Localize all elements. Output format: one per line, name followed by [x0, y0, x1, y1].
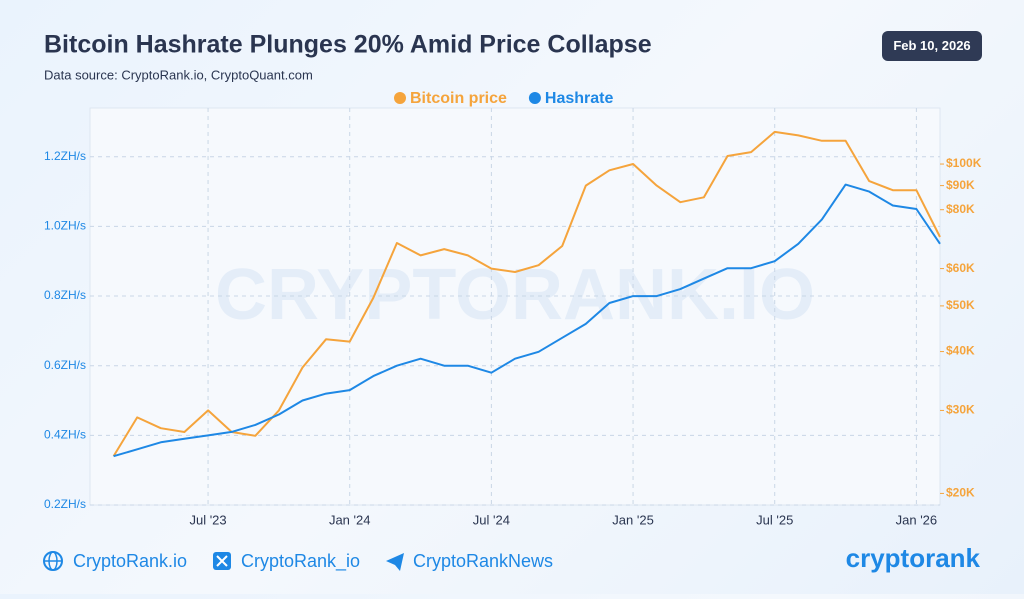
chart-subtitle: Data source: CryptoRank.io, CryptoQuant.… [44, 67, 313, 82]
y2-tick-label: $90K [946, 178, 975, 192]
y-tick-label: 0.6ZH/s [44, 358, 86, 372]
y2-tick-label: $20K [946, 486, 975, 500]
legend-label: Bitcoin price [410, 90, 507, 107]
series-line [113, 183, 941, 458]
y2-tick-label: $100K [946, 156, 982, 170]
footer-website: CryptoRank.io [73, 551, 187, 571]
y2-tick-label: $80K [946, 202, 975, 216]
legend-marker [528, 92, 541, 104]
x-tick-label: Jan '26 [896, 512, 938, 527]
y2-tick-label: $40K [946, 344, 975, 358]
telegram-icon [386, 553, 404, 571]
x-tick-label: Jul '24 [473, 512, 510, 527]
y-tick-label: 1.2ZH/s [44, 149, 86, 163]
y2-tick-label: $30K [946, 403, 975, 417]
y-tick-label: 0.2ZH/s [44, 497, 86, 511]
y-tick-label: 0.8ZH/s [44, 288, 86, 302]
footer-telegram: CryptoRankNews [413, 551, 553, 571]
chart-title: Bitcoin Hashrate Plunges 20% Amid Price … [44, 31, 652, 59]
x-icon [216, 555, 228, 567]
legend-marker [394, 92, 406, 104]
y2-tick-label: $50K [946, 298, 975, 312]
date-badge-bg [882, 31, 982, 61]
x-tick-label: Jul '25 [756, 512, 793, 527]
series-line [112, 130, 941, 457]
plot-area [89, 107, 941, 506]
x-tick-label: Jan '24 [329, 512, 371, 527]
date-badge: Feb 10, 2026 [893, 38, 970, 53]
footer-twitter: CryptoRank_io [241, 551, 360, 572]
y-tick-label: 0.4ZH/s [44, 428, 86, 442]
x-tick-label: Jul '23 [189, 512, 226, 527]
x-tick-label: Jan '25 [612, 512, 654, 527]
legend-label: Hashrate [545, 90, 614, 107]
y2-tick-label: $60K [946, 261, 975, 275]
footer-logo: cryptorank [846, 543, 981, 573]
y-tick-label: 1.0ZH/s [44, 219, 86, 233]
watermark: CRYPTORANK.IO [215, 255, 815, 335]
